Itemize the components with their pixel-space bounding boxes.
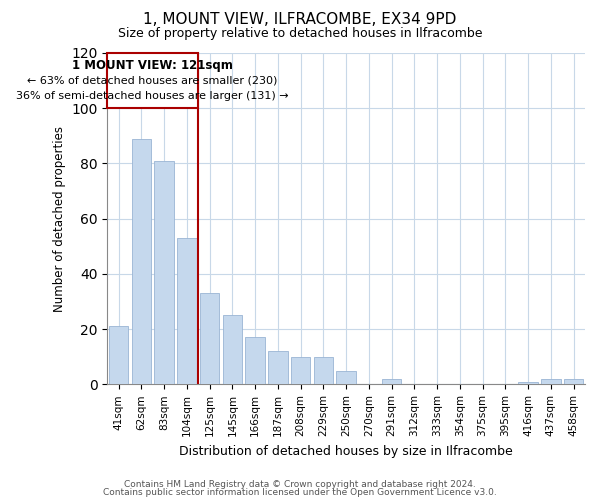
Text: Contains HM Land Registry data © Crown copyright and database right 2024.: Contains HM Land Registry data © Crown c…: [124, 480, 476, 489]
Bar: [564, 379, 583, 384]
Bar: [154, 160, 174, 384]
X-axis label: Distribution of detached houses by size in Ilfracombe: Distribution of detached houses by size …: [179, 444, 513, 458]
Bar: [268, 351, 287, 384]
Y-axis label: Number of detached properties: Number of detached properties: [53, 126, 65, 312]
Bar: [314, 356, 333, 384]
Text: 1 MOUNT VIEW: 121sqm: 1 MOUNT VIEW: 121sqm: [72, 59, 233, 72]
Text: 36% of semi-detached houses are larger (131) →: 36% of semi-detached houses are larger (…: [16, 91, 289, 101]
Text: ← 63% of detached houses are smaller (230): ← 63% of detached houses are smaller (23…: [28, 76, 278, 86]
Text: Contains public sector information licensed under the Open Government Licence v3: Contains public sector information licen…: [103, 488, 497, 497]
Bar: [382, 379, 401, 384]
Bar: [518, 382, 538, 384]
Bar: [200, 293, 219, 384]
Bar: [132, 138, 151, 384]
Bar: [177, 238, 197, 384]
Bar: [109, 326, 128, 384]
Bar: [245, 338, 265, 384]
Bar: [223, 316, 242, 384]
Bar: [337, 370, 356, 384]
Bar: [107, 53, 198, 108]
Text: 1, MOUNT VIEW, ILFRACOMBE, EX34 9PD: 1, MOUNT VIEW, ILFRACOMBE, EX34 9PD: [143, 12, 457, 28]
Text: Size of property relative to detached houses in Ilfracombe: Size of property relative to detached ho…: [118, 28, 482, 40]
Bar: [541, 379, 560, 384]
Bar: [291, 356, 310, 384]
